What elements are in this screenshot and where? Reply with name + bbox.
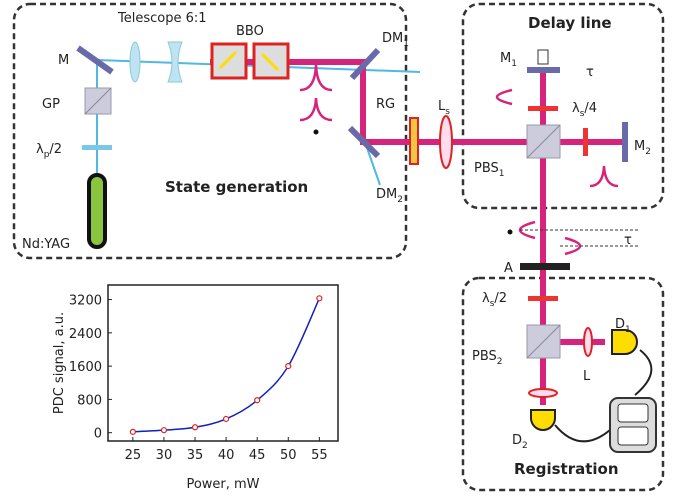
label: A — [504, 261, 513, 276]
x-axis-label: Power, mW — [186, 477, 259, 492]
label: Telescope 6:1 — [117, 11, 207, 26]
y-tick-label: 3200 — [69, 294, 102, 309]
y-tick-label: 800 — [77, 393, 102, 408]
x-tick-label: 40 — [218, 448, 235, 463]
label: RG — [376, 97, 395, 112]
label: τ — [586, 65, 594, 80]
label: D2 — [512, 433, 528, 451]
label: Delay line — [528, 14, 612, 32]
x-tick-label: 45 — [249, 448, 266, 463]
label: M — [58, 53, 69, 68]
y-tick-label: 2400 — [69, 327, 102, 342]
label: DM2 — [376, 187, 403, 205]
label: PBS1 — [474, 161, 505, 179]
y-axis-label: PDC signal, a.u. — [52, 312, 67, 414]
y-tick-label: 0 — [94, 427, 102, 442]
labels: Telescope 6:1 BBO M GP λp/2 Nd:YAG State… — [22, 11, 651, 492]
label: L — [583, 369, 591, 384]
point — [316, 295, 323, 302]
x-tick-label: 55 — [311, 448, 328, 463]
point — [254, 397, 261, 404]
x-tick-label: 35 — [187, 448, 204, 463]
x-tick-label: 25 — [125, 448, 142, 463]
curve — [132, 297, 321, 433]
label: τ — [624, 233, 632, 248]
label: GP — [42, 97, 60, 112]
x-tick-label: 30 — [156, 448, 173, 463]
label: Registration — [514, 460, 619, 478]
point — [129, 428, 136, 435]
label: State generation — [165, 178, 308, 196]
label: λp/2 — [36, 142, 62, 160]
label: M2 — [634, 139, 651, 157]
y-tick-label: 1600 — [69, 360, 102, 375]
point — [191, 424, 199, 431]
label: Ls — [438, 99, 450, 117]
point — [160, 427, 168, 434]
label: λs/4 — [572, 101, 597, 119]
label: D1 — [615, 317, 631, 335]
label: BBO — [236, 24, 264, 39]
point — [223, 415, 230, 423]
label: Nd:YAG — [22, 237, 70, 252]
label: DM1 — [382, 31, 409, 49]
x-tick-label: 50 — [280, 448, 297, 463]
label: PBS2 — [472, 349, 503, 367]
label: M1 — [500, 51, 517, 69]
layout — [12, 2, 665, 492]
point — [285, 363, 292, 370]
label: λs/2 — [482, 291, 507, 309]
